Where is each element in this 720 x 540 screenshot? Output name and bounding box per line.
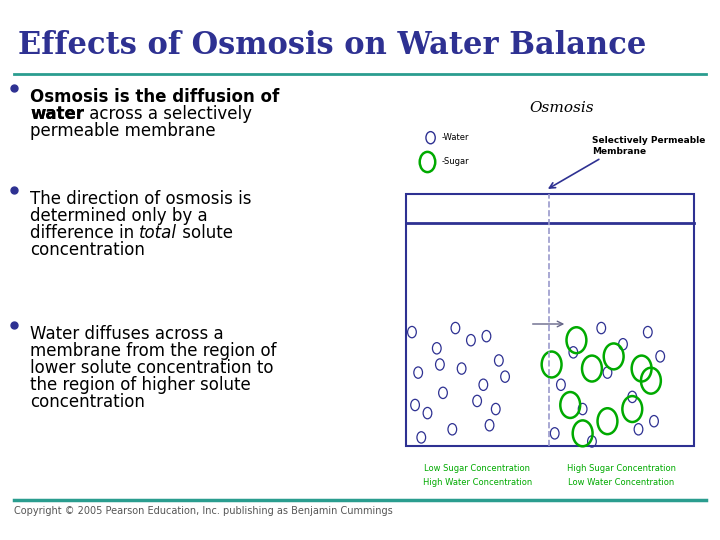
Text: Osmosis: Osmosis: [530, 102, 595, 115]
Text: Low Water Concentration: Low Water Concentration: [568, 478, 675, 487]
Text: Selectively Permeable Membrane: Selectively Permeable Membrane: [592, 136, 706, 156]
Text: total: total: [140, 224, 177, 242]
Text: membrane from the region of: membrane from the region of: [30, 342, 276, 360]
Text: High Sugar Concentration: High Sugar Concentration: [567, 464, 676, 472]
Text: water: water: [30, 105, 84, 123]
Text: -Sugar: -Sugar: [441, 158, 469, 166]
Text: determined only by a: determined only by a: [30, 207, 207, 225]
Text: difference in: difference in: [30, 224, 140, 242]
Text: Water diffuses across a: Water diffuses across a: [30, 325, 224, 343]
Text: -Water: -Water: [441, 133, 469, 142]
Text: solute: solute: [177, 224, 233, 242]
Text: Osmosis is the diffusion of: Osmosis is the diffusion of: [30, 88, 279, 106]
Text: water: water: [30, 105, 84, 123]
Text: Low Sugar Concentration: Low Sugar Concentration: [424, 464, 530, 472]
Text: permeable membrane: permeable membrane: [30, 122, 215, 140]
Text: The direction of osmosis is: The direction of osmosis is: [30, 190, 251, 208]
Bar: [406, 194, 694, 446]
Text: High Water Concentration: High Water Concentration: [423, 478, 532, 487]
Text: concentration: concentration: [30, 241, 145, 259]
Text: Copyright © 2005 Pearson Education, Inc. publishing as Benjamin Cummings: Copyright © 2005 Pearson Education, Inc.…: [14, 506, 392, 516]
Text: concentration: concentration: [30, 393, 145, 411]
Text: Effects of Osmosis on Water Balance: Effects of Osmosis on Water Balance: [18, 30, 647, 61]
Text: across a selectively: across a selectively: [84, 105, 252, 123]
Text: the region of higher solute: the region of higher solute: [30, 376, 251, 394]
Text: lower solute concentration to: lower solute concentration to: [30, 359, 274, 377]
